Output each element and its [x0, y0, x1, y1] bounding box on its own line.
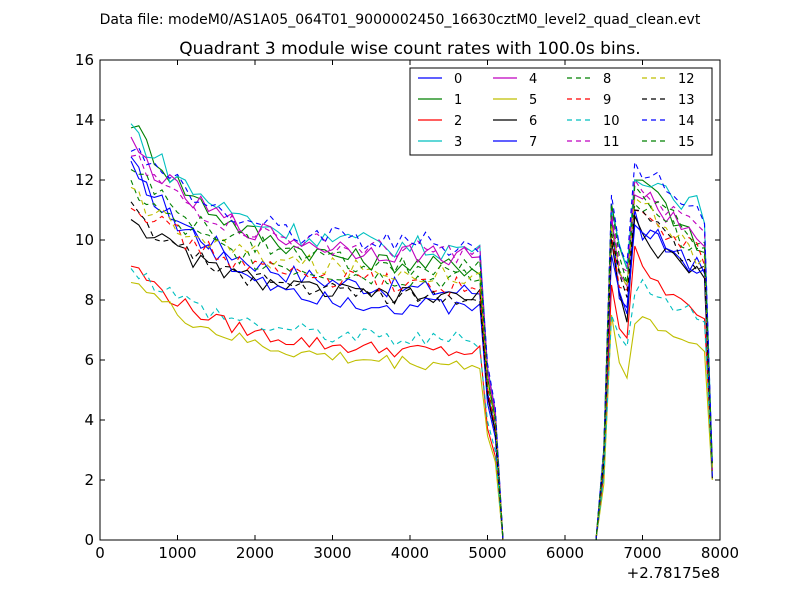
series-line-7 [130, 160, 713, 541]
series-line-9 [130, 207, 713, 541]
y-tick-label: 10 [75, 231, 94, 249]
x-tick-label: 3000 [313, 544, 351, 562]
chart-title: Quadrant 3 module wise count rates with … [179, 39, 640, 59]
x-tick-label: 5000 [468, 544, 506, 562]
legend-label-5: 5 [529, 93, 537, 108]
legend-label-13: 13 [678, 93, 695, 108]
legend-label-7: 7 [529, 135, 537, 150]
legend-label-14: 14 [678, 114, 695, 129]
series-line-6 [130, 215, 713, 541]
series-line-12 [130, 186, 713, 541]
x-tick-label: 8000 [701, 544, 739, 562]
legend-label-2: 2 [454, 114, 462, 129]
series-line-10 [130, 268, 713, 541]
y-tick-label: 14 [75, 111, 94, 129]
figure-suptitle: Data file: modeM0/AS1A05_064T01_90000024… [100, 12, 701, 28]
y-tick-label: 6 [84, 351, 94, 369]
series-line-3 [130, 123, 713, 541]
legend-label-11: 11 [603, 135, 620, 150]
series-line-2 [130, 245, 713, 541]
series-line-8 [130, 179, 713, 541]
x-tick-label: 0 [95, 544, 105, 562]
legend-label-12: 12 [678, 72, 695, 87]
series-line-11 [130, 154, 713, 541]
x-tick-label: 2000 [236, 544, 274, 562]
series-line-15 [130, 169, 713, 541]
legend-label-1: 1 [454, 93, 462, 108]
x-tick-label: 1000 [158, 544, 196, 562]
y-tick-label: 12 [75, 171, 94, 189]
legend-label-3: 3 [454, 135, 462, 150]
y-tick-label: 4 [84, 411, 94, 429]
legend-label-10: 10 [603, 114, 620, 129]
y-tick-label: 0 [84, 531, 94, 549]
series-line-4 [130, 136, 713, 541]
legend-label-6: 6 [529, 114, 537, 129]
legend-label-4: 4 [529, 72, 537, 87]
series-line-13 [130, 201, 713, 541]
series-line-5 [130, 281, 713, 541]
y-tick-label: 16 [75, 51, 94, 69]
legend-label-15: 15 [678, 135, 695, 150]
plot-lines [130, 123, 713, 541]
x-tick-label: 7000 [623, 544, 661, 562]
x-tick-label: 4000 [391, 544, 429, 562]
x-tick-label: 6000 [546, 544, 584, 562]
series-line-14 [130, 147, 713, 541]
y-tick-label: 2 [84, 471, 94, 489]
axis-ticks: 0 1000 2000 3000 4000 5000 6000 7000 80000246810… [75, 51, 739, 562]
series-line-0 [130, 156, 713, 541]
legend-label-9: 9 [603, 93, 611, 108]
y-tick-label: 8 [84, 291, 94, 309]
x-offset-label: +2.78175e8 [627, 564, 720, 582]
series-line-1 [130, 125, 713, 541]
legend-label-8: 8 [603, 72, 611, 87]
legend-label-0: 0 [454, 72, 462, 87]
